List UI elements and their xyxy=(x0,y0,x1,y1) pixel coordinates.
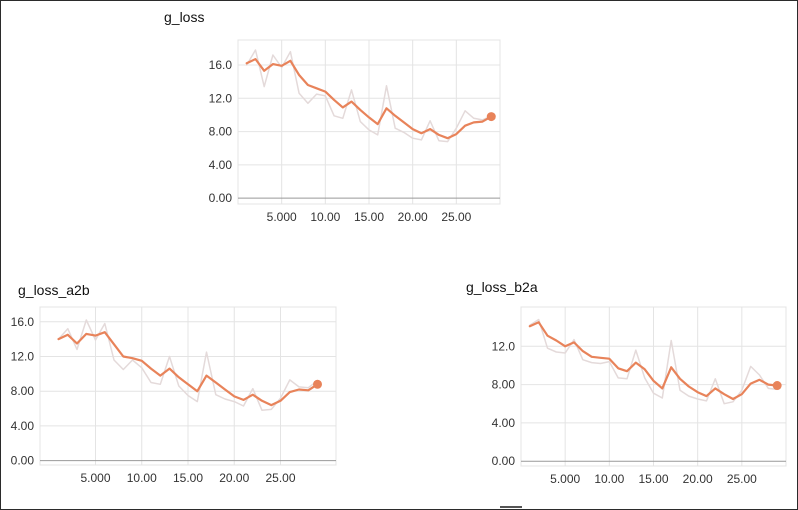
y-tick-label: 4.00 xyxy=(492,416,516,430)
chart-title-g-loss-a2b: g_loss_a2b xyxy=(18,282,90,298)
x-tick-label: 20.00 xyxy=(398,210,428,224)
y-tick-label: 4.00 xyxy=(209,158,233,172)
y-tick-label: 12.0 xyxy=(209,91,233,105)
y-tick-label: 8.00 xyxy=(11,384,35,398)
series-end-marker xyxy=(313,379,322,389)
y-tick-label: 8.00 xyxy=(492,378,516,392)
x-tick-label: 25.00 xyxy=(441,210,471,224)
x-tick-label: 5.000 xyxy=(550,472,580,486)
y-tick-label: 4.00 xyxy=(11,419,35,433)
x-tick-label: 25.00 xyxy=(727,472,757,486)
x-tick-label: 15.00 xyxy=(354,210,384,224)
x-tick-label: 15.00 xyxy=(173,471,203,485)
x-tick-label: 25.00 xyxy=(265,471,295,485)
x-tick-label: 10.00 xyxy=(594,472,624,486)
x-tick-label: 5.000 xyxy=(267,210,297,224)
series-end-marker xyxy=(772,381,782,391)
raw-series-line xyxy=(57,319,319,412)
x-tick-label: 10.00 xyxy=(310,210,340,224)
y-tick-label: 0.00 xyxy=(492,454,516,468)
y-tick-label: 16.0 xyxy=(11,315,35,329)
y-tick-label: 0.00 xyxy=(11,454,35,468)
y-tick-label: 8.00 xyxy=(209,125,233,139)
x-tick-label: 20.00 xyxy=(683,472,713,486)
y-tick-label: 0.00 xyxy=(209,191,233,205)
cropped-edge-mark xyxy=(500,506,522,508)
y-tick-label: 16.0 xyxy=(209,58,233,72)
x-tick-label: 10.00 xyxy=(127,471,157,485)
series-end-marker xyxy=(486,112,496,122)
y-tick-label: 12.0 xyxy=(11,349,35,363)
x-tick-label: 15.00 xyxy=(638,472,668,486)
y-tick-label: 12.0 xyxy=(492,339,516,353)
chart-title-g-loss-b2a: g_loss_b2a xyxy=(466,279,538,295)
x-tick-label: 5.000 xyxy=(80,471,110,485)
x-tick-label: 20.00 xyxy=(219,471,249,485)
smoothed-series-line xyxy=(245,57,493,140)
smoothed-series-line xyxy=(528,321,779,401)
chart-title-g-loss: g_loss xyxy=(164,9,205,25)
smoothed-series-line xyxy=(57,331,319,407)
